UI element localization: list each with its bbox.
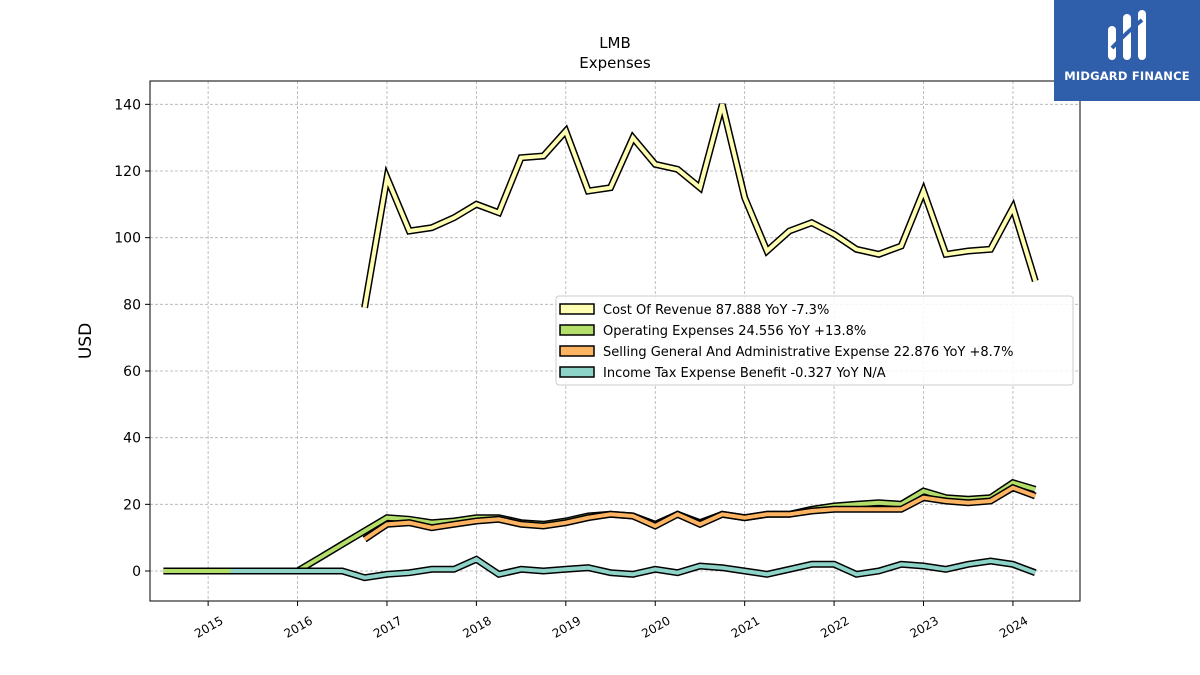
- series-line-selling-general-and-administrative-expense: [363, 485, 1036, 541]
- series-outline-operating-expenses: [163, 478, 1037, 575]
- series-line-operating-expenses: [163, 480, 1036, 573]
- legend-entry: Cost Of Revenue 87.888 YoY -7.3%: [603, 303, 829, 318]
- y-tick-label: 20: [123, 497, 141, 513]
- x-tick-label: 2018: [460, 613, 493, 640]
- legend: Cost Of Revenue 87.888 YoY -7.3% Operatin…: [555, 295, 1074, 386]
- plot-frame: [149, 80, 1081, 602]
- series-outline-cost-of-revenue: [361, 103, 1039, 309]
- legend-entry: Income Tax Expense Benefit -0.327 YoY N/…: [603, 366, 886, 381]
- legend-swatch: [559, 366, 595, 378]
- series-line-income-tax-expense-benefit: [230, 557, 1037, 580]
- y-tick-label: 80: [123, 297, 141, 313]
- chart-title: LMB: [599, 34, 631, 52]
- x-tick-label: 2022: [818, 613, 851, 640]
- x-tick-label: 2015: [192, 613, 225, 640]
- y-tick-label: 100: [114, 231, 141, 247]
- y-axis-label: USD: [76, 323, 96, 359]
- y-tick-label: 120: [114, 164, 141, 180]
- legend-box: [555, 295, 1074, 386]
- x-tick-label: 2020: [639, 613, 672, 640]
- x-tick-label: 2023: [908, 613, 941, 640]
- y-tick-label: 40: [123, 431, 141, 447]
- legend-swatch: [559, 324, 595, 336]
- brand-logo: MIDGARD FINANCE: [1054, 0, 1200, 101]
- midgard-logo-icon: [1108, 10, 1146, 60]
- x-tick-label: 2019: [550, 613, 583, 640]
- x-tick-label: 2016: [282, 613, 315, 640]
- y-tick-label: 60: [123, 364, 141, 380]
- x-tick-label: 2021: [729, 613, 762, 640]
- x-axis: 2015 2016 2017 2018 2019 2020 2021 2022 2023 2024: [192, 601, 1030, 641]
- series-layer: [163, 103, 1039, 582]
- series-line-cost-of-revenue: [362, 103, 1038, 309]
- y-tick-label: 140: [114, 97, 141, 113]
- y-axis: 0 20 40 60 80 100 120 140: [114, 97, 150, 580]
- legend-swatch: [559, 303, 595, 315]
- legend-swatch: [559, 345, 595, 357]
- legend-entry: Operating Expenses 24.556 YoY +13.8%: [603, 324, 866, 339]
- legend-entry: Selling General And Administrative Expen…: [603, 345, 1013, 360]
- brand-name: MIDGARD FINANCE: [1064, 69, 1190, 83]
- x-tick-label: 2017: [371, 613, 404, 640]
- chart-subtitle: Expenses: [579, 54, 651, 72]
- y-tick-label: 0: [132, 564, 141, 580]
- x-tick-label: 2024: [997, 613, 1030, 640]
